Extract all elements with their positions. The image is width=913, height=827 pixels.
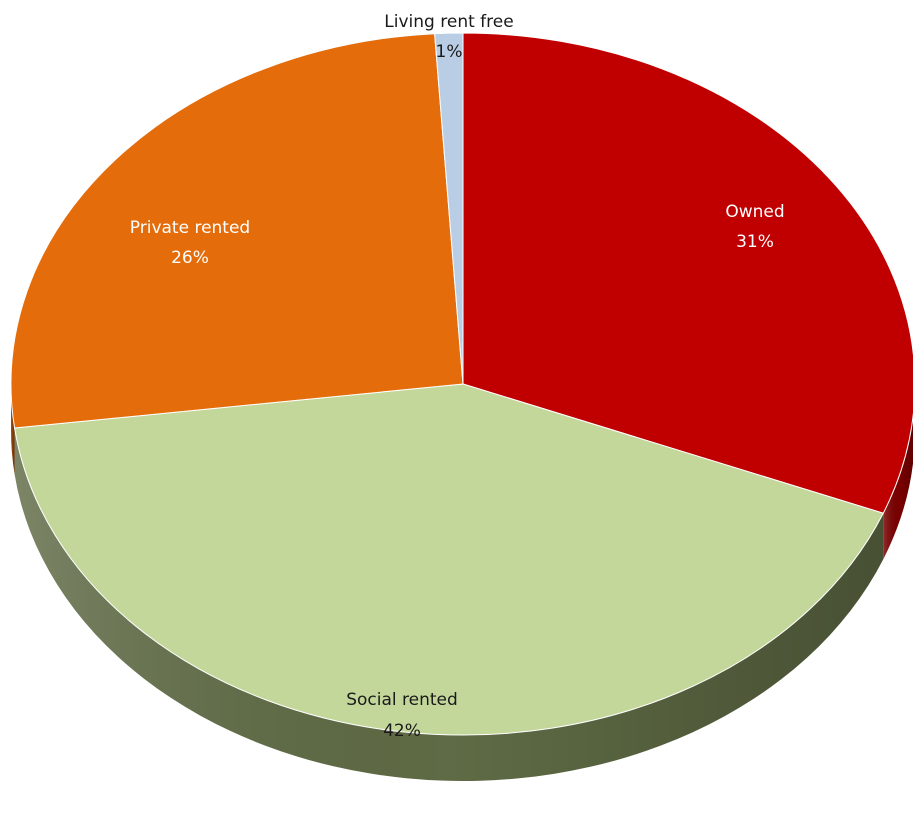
pie-slice-social-rented — [13, 383, 884, 736]
slice-value-private-rented: 26% — [171, 248, 209, 268]
pie-slice-living-rent-free — [434, 32, 464, 385]
slice-label-private-rented: Private rented — [130, 218, 250, 238]
slice-value-owned: 31% — [736, 232, 774, 252]
pie-side-shade-social-rented — [14, 427, 884, 782]
pie-depth-layer — [11, 384, 913, 782]
pie-slice-private-rented — [10, 33, 464, 429]
slice-label-living-rent-free: Living rent free — [384, 12, 513, 32]
pie-top-layer — [10, 32, 913, 736]
slice-label-owned: Owned — [725, 202, 784, 222]
pie-label-layer: Owned 31% Social rented 42% Private rented 26… — [130, 12, 785, 741]
slice-label-social-rented: Social rented — [346, 690, 458, 710]
pie-side-shade-owned — [883, 416, 913, 560]
slice-value-social-rented: 42% — [383, 721, 421, 741]
slice-value-living-rent-free: 1% — [436, 42, 463, 62]
